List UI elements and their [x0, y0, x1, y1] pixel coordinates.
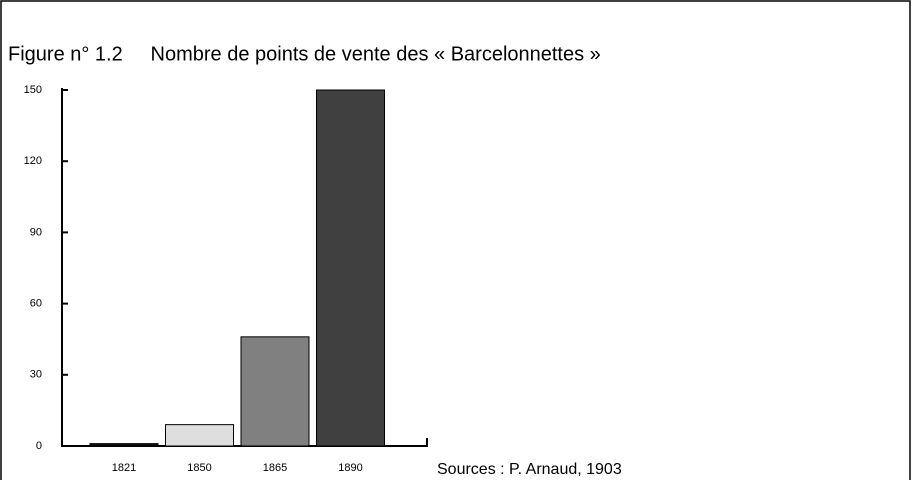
- y-tick-label: 90: [30, 226, 42, 238]
- y-tick-label: 150: [24, 84, 42, 96]
- y-tick-label: 30: [30, 369, 42, 381]
- y-tick-label: 0: [36, 440, 42, 452]
- source-note: Sources : P. Arnaud, 1903: [437, 461, 622, 478]
- chart-title: Figure n° 1.2 Nombre de points de vente …: [8, 43, 601, 65]
- y-tick-label: 120: [24, 155, 42, 167]
- x-tick-label: 1890: [338, 462, 362, 474]
- x-tick-label: 1850: [187, 462, 211, 474]
- x-tick-label: 1865: [263, 462, 287, 474]
- bar: [89, 443, 159, 447]
- bar: [165, 424, 234, 447]
- x-tick-label: 1821: [112, 462, 136, 474]
- y-tick-label: 60: [30, 298, 42, 310]
- bar: [316, 89, 385, 447]
- bar: [240, 336, 310, 447]
